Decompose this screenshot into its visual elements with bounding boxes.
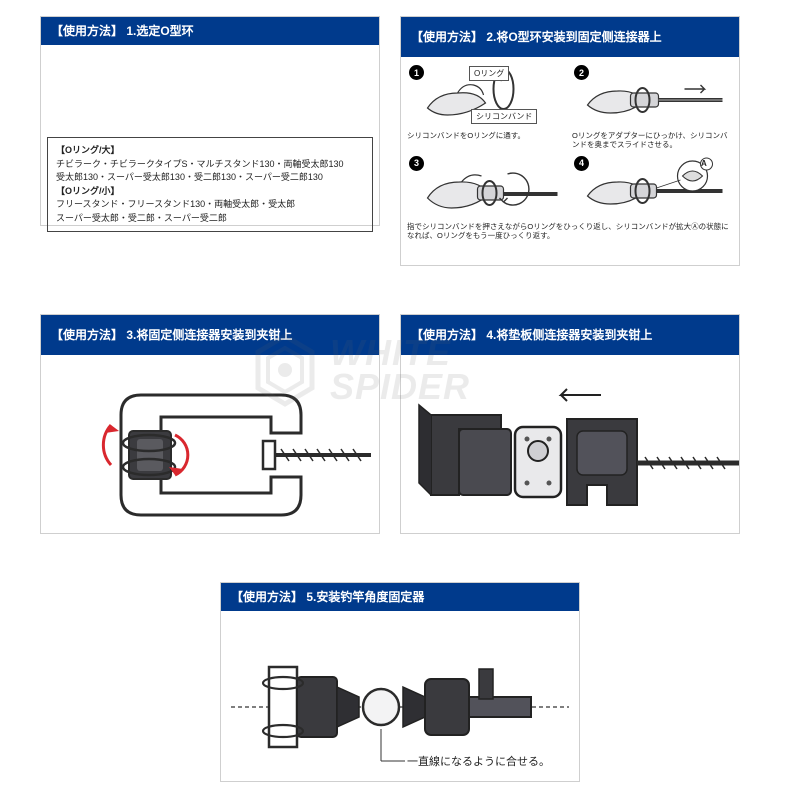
substep-4: 4 A	[572, 154, 733, 220]
substep-2: 2 Oリングをアダプターにひっかけ、シリコンバンドを奥までスライドさせる。	[572, 63, 733, 150]
substep-number: 4	[574, 156, 589, 171]
row-3: 【使用方法】 5.安装钓竿角度固定器	[40, 582, 760, 782]
substep-image: 2	[572, 63, 733, 129]
panel-header: 【使用方法】 3.将固定侧连接器安装到夹钳上	[41, 315, 379, 355]
panel-step3: 【使用方法】 3.将固定侧连接器安装到夹钳上	[40, 314, 380, 534]
panel-body: 1 Oリング シリコンバンド	[401, 57, 739, 265]
substep-number: 1	[409, 65, 424, 80]
substep-image: 3	[407, 154, 568, 220]
label-a: A	[701, 159, 707, 168]
oring-large-text: チビラーク・チビラークタイプS・マルチスタンド130・両軸受太郎130 受太郎1…	[56, 158, 364, 185]
panel2-footer-note: 指でシリコンバンドを押さえながらOリングをひっくり返し、シリコンバンドが拡大Ⓐの…	[407, 222, 733, 241]
label-oring: Oリング	[469, 66, 509, 81]
hand-flip-icon	[407, 154, 568, 220]
label-band: シリコンバンド	[471, 109, 537, 124]
panel-title: 【使用方法】 3.将固定侧连接器安装到夹钳上	[51, 327, 292, 343]
oring-small-header: 【Oリング/小】	[56, 185, 364, 199]
panel-step4: 【使用方法】 4.将垫板侧连接器安装到夹钳上	[400, 314, 740, 534]
row-1: 【使用方法】 1.选定O型环 【Oリング/大】 チビラーク・チビラークタイプS・…	[40, 16, 760, 266]
clamp-connector-diagram	[41, 355, 379, 533]
panel-body: 一直線になるように合せる。	[221, 611, 579, 781]
panel-title: 【使用方法】 1.选定O型环	[51, 23, 194, 39]
panel-title: 【使用方法】 2.将O型环安装到固定侧连接器上	[411, 29, 662, 45]
hand-detail-icon	[572, 154, 733, 220]
panel-body	[41, 355, 379, 533]
substep-grid: 1 Oリング シリコンバンド	[407, 63, 733, 220]
hand-slide-icon	[572, 63, 733, 129]
page-root: 【使用方法】 1.选定O型环 【Oリング/大】 チビラーク・チビラークタイプS・…	[0, 0, 800, 782]
panel-body	[401, 355, 739, 533]
oring-large-header: 【Oリング/大】	[56, 144, 364, 158]
row-2: 【使用方法】 3.将固定侧连接器安装到夹钳上	[40, 314, 760, 534]
substep-caption: Oリングをアダプターにひっかけ、シリコンバンドを奥までスライドさせる。	[572, 131, 733, 150]
panel-step5: 【使用方法】 5.安装钓竿角度固定器	[220, 582, 580, 782]
panel-step2: 【使用方法】 2.将O型环安装到固定侧连接器上 1 Oリング シリコンバンド	[400, 16, 740, 266]
substep-number: 2	[574, 65, 589, 80]
panel-header: 【使用方法】 5.安装钓竿角度固定器	[221, 583, 579, 611]
panel-step1: 【使用方法】 1.选定O型环 【Oリング/大】 チビラーク・チビラークタイプS・…	[40, 16, 380, 226]
panel-header: 【使用方法】 1.选定O型环	[41, 17, 379, 45]
oring-small-text: フリースタンド・フリースタンド130・両軸受太郎・受太郎 スーパー受太郎・受二郎…	[56, 198, 364, 225]
substep-image: 4 A	[572, 154, 733, 220]
substep-caption: シリコンバンドをOリングに通す。	[407, 131, 568, 140]
substep-3: 3	[407, 154, 568, 220]
alignment-note: 一直線になるように合せる。	[407, 753, 550, 769]
panel-title: 【使用方法】 5.安装钓竿角度固定器	[231, 589, 424, 605]
panel-header: 【使用方法】 4.将垫板侧连接器安装到夹钳上	[401, 315, 739, 355]
oring-spec-box: 【Oリング/大】 チビラーク・チビラークタイプS・マルチスタンド130・両軸受太…	[47, 137, 373, 232]
panel-body: 【Oリング/大】 チビラーク・チビラークタイプS・マルチスタンド130・両軸受太…	[41, 45, 379, 238]
clamp-pad-diagram	[401, 355, 739, 533]
substep-number: 3	[409, 156, 424, 171]
panel-title: 【使用方法】 4.将垫板侧连接器安装到夹钳上	[411, 327, 652, 343]
panel-header: 【使用方法】 2.将O型环安装到固定侧连接器上	[401, 17, 739, 57]
substep-image: 1 Oリング シリコンバンド	[407, 63, 568, 129]
substep-1: 1 Oリング シリコンバンド	[407, 63, 568, 150]
